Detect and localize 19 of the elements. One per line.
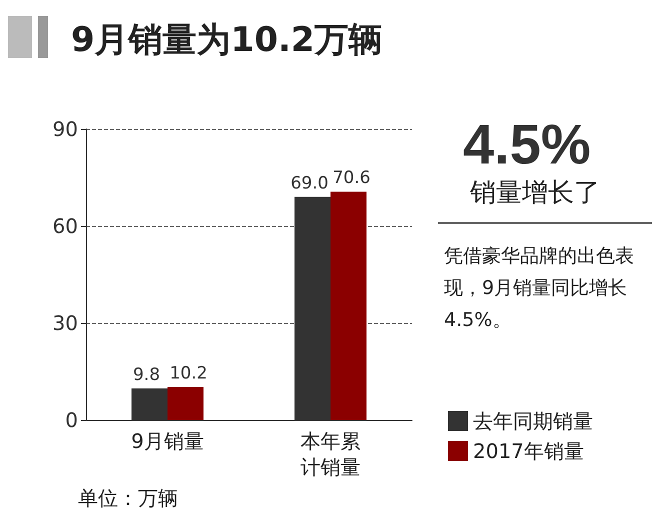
text: 销量增长了 xyxy=(469,178,600,208)
chart-title: 9月销量为10.2万辆 xyxy=(71,20,383,60)
bar xyxy=(330,192,366,420)
data-label: 10.2 xyxy=(170,364,208,384)
y-tick-label: 0 xyxy=(65,408,78,432)
text: 单位：万辆 xyxy=(78,486,178,510)
text: 凭借豪华品牌的出色表现，9月销量同比增长4.5%。 xyxy=(444,245,634,331)
x-tick-label: 9月销量 xyxy=(131,429,204,453)
bar xyxy=(168,387,204,420)
y-tick-label: 30 xyxy=(52,311,78,335)
y-tick-label: 90 xyxy=(52,117,78,141)
y-tick-label: 60 xyxy=(52,214,78,238)
data-label: 70.6 xyxy=(332,168,370,188)
legend-label: 去年同期销量 xyxy=(473,409,593,433)
legend-label: 2017年销量 xyxy=(473,439,584,463)
x-tick-label: 本年累计销量 xyxy=(300,429,360,479)
text: 4.5% xyxy=(463,112,591,176)
data-label: 9.8 xyxy=(132,364,160,385)
data-label: 69.0 xyxy=(290,173,328,194)
